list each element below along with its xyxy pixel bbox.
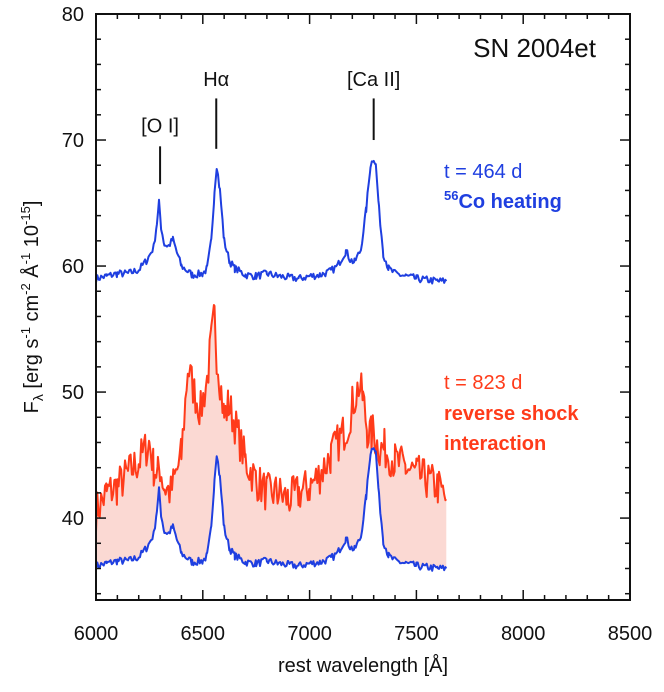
x-tick-label: 7000 [287,623,332,645]
y-tick-label: 60 [62,256,84,278]
y-axis-title: Fλ [erg s-1 cm-2 Å-1 10-15] [18,201,46,414]
series-line-823d-lower [96,447,448,572]
y-tick-label: 80 [62,4,84,26]
shaded-region-823d [96,305,447,571]
series-line-464d [96,159,448,285]
x-tick-label: 7500 [394,623,439,645]
x-tick-label: 6500 [181,623,226,645]
legend-823d-desc2: interaction [444,433,546,455]
plot-frame [95,13,631,601]
line-id-label-0: [O I] [141,115,179,137]
line-id-label-2: [Ca II] [347,69,400,91]
line-id-label-1: Hα [203,69,229,91]
x-tick-label: 8500 [608,623,653,645]
y-tick-label: 40 [62,508,84,530]
legend-823d-time: t = 823 d [444,372,522,394]
x-tick-label: 8000 [501,623,546,645]
series-line-823d [96,304,448,532]
legend-464d-time: t = 464 d [444,161,522,183]
chart-title: SN 2004et [473,33,597,63]
legend-464d-desc: 56Co heating [444,188,562,213]
y-tick-label: 70 [62,130,84,152]
legend-823d-desc: reverse shock [444,403,579,425]
x-tick-label: 6000 [74,623,119,645]
y-tick-label: 50 [62,382,84,404]
x-axis-title: rest wavelength [Å] [278,654,448,677]
